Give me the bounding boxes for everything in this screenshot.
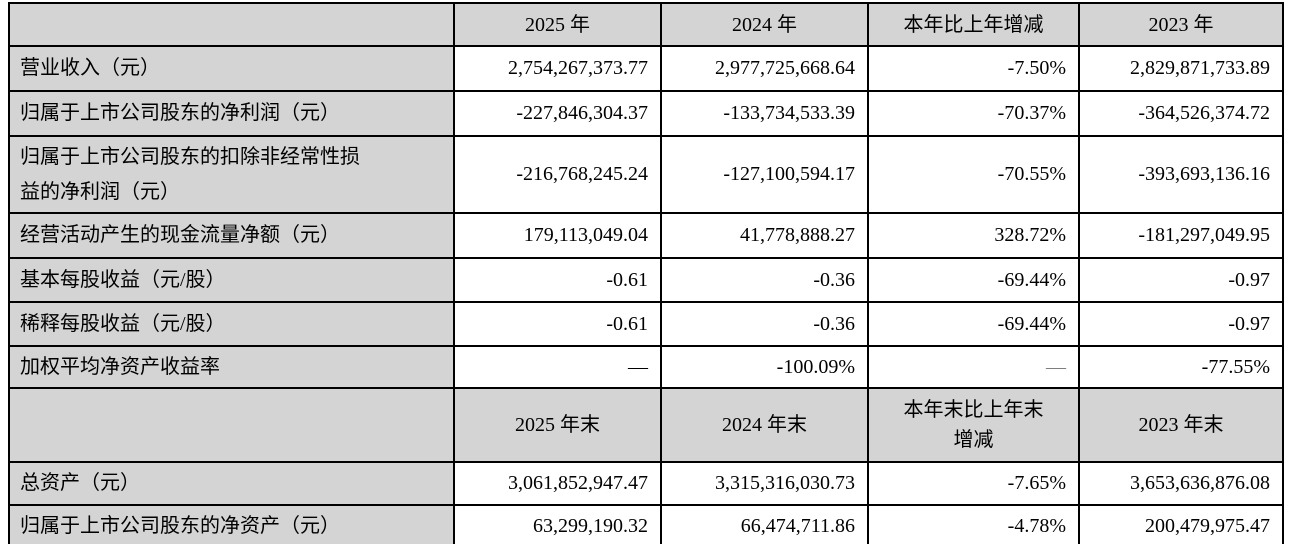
cell-value-2023: -393,693,136.16 bbox=[1078, 135, 1284, 214]
cell-value-change: -70.37% bbox=[867, 90, 1080, 137]
header-2024: 2024 年 bbox=[660, 2, 869, 47]
table-row-total-assets: 总资产（元） 3,061,852,947.47 3,315,316,030.73… bbox=[8, 461, 1284, 506]
header-2024-end: 2024 年末 bbox=[660, 387, 869, 463]
cell-value-2024: 66,474,711.86 bbox=[660, 504, 869, 544]
cell-value-2024: 3,315,316,030.73 bbox=[660, 461, 869, 506]
header-yoy-change: 本年比上年增减 bbox=[867, 2, 1080, 47]
cell-value-2025: 179,113,049.04 bbox=[453, 212, 662, 259]
cell-value-change: -4.78% bbox=[867, 504, 1080, 544]
cell-value-2025: -227,846,304.37 bbox=[453, 90, 662, 137]
table-row-weighted-avg-roe: 加权平均净资产收益率 — -100.09% — -77.55% bbox=[8, 345, 1284, 389]
cell-value-2024: 2,977,725,668.64 bbox=[660, 45, 869, 92]
cell-value-change: -69.44% bbox=[867, 257, 1080, 303]
header-2025-end: 2025 年末 bbox=[453, 387, 662, 463]
cell-value-change: -7.50% bbox=[867, 45, 1080, 92]
cell-value-2024: -100.09% bbox=[660, 345, 869, 389]
cell-value-2023: 3,653,636,876.08 bbox=[1078, 461, 1284, 506]
header-2023-end: 2023 年末 bbox=[1078, 387, 1284, 463]
cell-value-2025: -0.61 bbox=[453, 257, 662, 303]
row-label: 基本每股收益（元/股） bbox=[8, 257, 455, 303]
cell-value-2023: -0.97 bbox=[1078, 301, 1284, 347]
table-row-net-profit: 归属于上市公司股东的净利润（元） -227,846,304.37 -133,73… bbox=[8, 90, 1284, 137]
row-label: 加权平均净资产收益率 bbox=[8, 345, 455, 389]
cell-value-2024: -133,734,533.39 bbox=[660, 90, 869, 137]
header-corner bbox=[8, 2, 455, 47]
row-label: 总资产（元） bbox=[8, 461, 455, 506]
cell-value-2025: 3,061,852,947.47 bbox=[453, 461, 662, 506]
table-row-operating-cash-flow: 经营活动产生的现金流量净额（元） 179,113,049.04 41,778,8… bbox=[8, 212, 1284, 259]
row-label: 归属于上市公司股东的扣除非经常性损 益的净利润（元） bbox=[8, 135, 455, 214]
cell-value-change: 328.72% bbox=[867, 212, 1080, 259]
header-row-period-end: 2025 年末 2024 年末 本年末比上年末 增减 2023 年末 bbox=[8, 387, 1284, 463]
row-label: 经营活动产生的现金流量净额（元） bbox=[8, 212, 455, 259]
table-row-net-profit-excl-nonrecurring: 归属于上市公司股东的扣除非经常性损 益的净利润（元） -216,768,245.… bbox=[8, 135, 1284, 214]
table-row-revenue: 营业收入（元） 2,754,267,373.77 2,977,725,668.6… bbox=[8, 45, 1284, 92]
cell-value-2025: — bbox=[453, 345, 662, 389]
table-row-net-assets: 归属于上市公司股东的净资产（元） 63,299,190.32 66,474,71… bbox=[8, 504, 1284, 544]
cell-value-2023: -0.97 bbox=[1078, 257, 1284, 303]
header-row-annual: 2025 年 2024 年 本年比上年增减 2023 年 bbox=[8, 2, 1284, 47]
cell-value-2023: 2,829,871,733.89 bbox=[1078, 45, 1284, 92]
table-row-diluted-eps: 稀释每股收益（元/股） -0.61 -0.36 -69.44% -0.97 bbox=[8, 301, 1284, 347]
cell-value-2024: -0.36 bbox=[660, 301, 869, 347]
header-yoy-end-change: 本年末比上年末 增减 bbox=[867, 387, 1080, 463]
row-label: 营业收入（元） bbox=[8, 45, 455, 92]
table-row-basic-eps: 基本每股收益（元/股） -0.61 -0.36 -69.44% -0.97 bbox=[8, 257, 1284, 303]
row-label: 归属于上市公司股东的净资产（元） bbox=[8, 504, 455, 544]
cell-value-2023: -364,526,374.72 bbox=[1078, 90, 1284, 137]
cell-value-2025: -216,768,245.24 bbox=[453, 135, 662, 214]
header-2025: 2025 年 bbox=[453, 2, 662, 47]
cell-value-2024: -0.36 bbox=[660, 257, 869, 303]
cell-value-change: -70.55% bbox=[867, 135, 1080, 214]
cell-value-2024: -127,100,594.17 bbox=[660, 135, 869, 214]
cell-value-2025: -0.61 bbox=[453, 301, 662, 347]
cell-value-2025: 2,754,267,373.77 bbox=[453, 45, 662, 92]
row-label: 稀释每股收益（元/股） bbox=[8, 301, 455, 347]
cell-value-2025: 63,299,190.32 bbox=[453, 504, 662, 544]
cell-value-change: -7.65% bbox=[867, 461, 1080, 506]
cell-value-change: -69.44% bbox=[867, 301, 1080, 347]
cell-value-2023: -181,297,049.95 bbox=[1078, 212, 1284, 259]
cell-value-change: — bbox=[867, 345, 1080, 389]
row-label: 归属于上市公司股东的净利润（元） bbox=[8, 90, 455, 137]
header-2023: 2023 年 bbox=[1078, 2, 1284, 47]
cell-value-2023: -77.55% bbox=[1078, 345, 1284, 389]
financial-summary-table: 2025 年 2024 年 本年比上年增减 2023 年 营业收入（元） 2,7… bbox=[8, 2, 1284, 544]
cell-value-2024: 41,778,888.27 bbox=[660, 212, 869, 259]
cell-value-2023: 200,479,975.47 bbox=[1078, 504, 1284, 544]
header-corner-2 bbox=[8, 387, 455, 463]
